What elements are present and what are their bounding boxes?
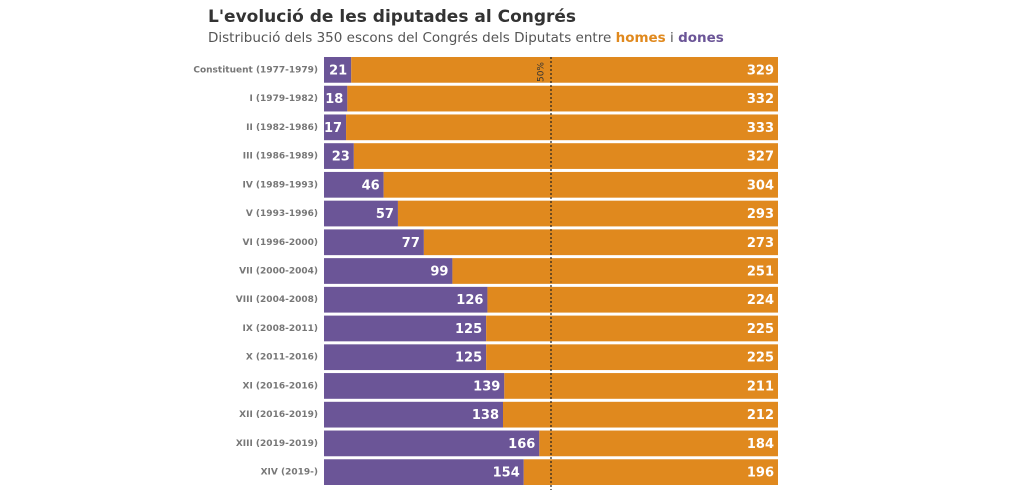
bar [324, 229, 424, 256]
bar [383, 171, 778, 198]
bar [397, 200, 778, 227]
bar [346, 114, 778, 141]
bar [353, 143, 778, 169]
y-tick-label: IV (1989-1993) [242, 180, 318, 190]
bar [486, 344, 778, 371]
value-label: 251 [747, 265, 774, 280]
bar [324, 430, 540, 457]
value-label: 99 [430, 265, 448, 280]
value-label: 166 [508, 437, 535, 452]
value-label: 224 [747, 293, 774, 308]
y-tick-label: X (2011-2016) [246, 353, 318, 363]
value-label: 23 [332, 150, 350, 165]
value-label: 17 [324, 121, 342, 136]
chart-title: L'evolució de les diputades al Congrés [208, 7, 576, 27]
bar [324, 85, 348, 112]
bar [324, 57, 352, 83]
value-label: 18 [325, 92, 343, 107]
value-label: 125 [455, 351, 482, 366]
bar [324, 373, 505, 399]
annotation: 50% [537, 62, 547, 82]
subtitle-connector: i [670, 30, 674, 46]
legend-entry: homes [616, 30, 666, 46]
bar [324, 114, 347, 141]
value-label: 333 [747, 121, 774, 136]
value-label: 21 [329, 63, 347, 78]
value-label: 225 [747, 351, 774, 366]
value-label: 46 [362, 178, 380, 193]
value-label: 304 [747, 178, 774, 193]
bar [487, 286, 778, 313]
bar [351, 57, 778, 83]
value-label: 329 [747, 63, 774, 78]
y-tick-label: III (1986-1989) [243, 152, 318, 162]
bar [324, 315, 487, 342]
value-label: 327 [747, 150, 774, 165]
chart-subtitle: Distribució dels 350 escons del Congrés … [208, 30, 724, 46]
y-tick-label: XI (2016-2016) [243, 381, 318, 391]
bar [324, 344, 487, 371]
value-label: 293 [747, 207, 774, 222]
bar [504, 373, 778, 399]
value-label: 212 [747, 408, 774, 423]
y-tick-label: VI (1996-2000) [242, 238, 318, 248]
value-label: 211 [747, 379, 774, 394]
bar [503, 401, 778, 428]
y-tick-label: XII (2016-2019) [239, 410, 318, 420]
y-tick-label: VIII (2004-2008) [236, 295, 318, 305]
value-label: 225 [747, 322, 774, 337]
y-tick-label: IX (2008-2011) [243, 324, 318, 334]
y-tick-label: XIII (2019-2019) [236, 439, 318, 449]
y-tick-label: I (1979-1982) [249, 94, 318, 104]
bar [324, 286, 488, 313]
value-label: 332 [747, 92, 774, 107]
bar [324, 200, 398, 227]
value-label: 57 [376, 207, 394, 222]
bar [324, 171, 384, 198]
value-label: 273 [747, 236, 774, 251]
value-label: 184 [747, 437, 774, 452]
y-tick-label: Constituent (1977-1979) [193, 65, 318, 75]
value-label: 154 [493, 466, 520, 481]
y-tick-label: XIV (2019-) [261, 468, 318, 478]
bar [324, 143, 354, 169]
y-tick-label: V (1993-1996) [246, 209, 318, 219]
bar [423, 229, 778, 256]
value-label: 126 [456, 293, 483, 308]
value-label: 125 [455, 322, 482, 337]
value-label: 139 [473, 379, 500, 394]
bar [324, 258, 453, 284]
bar [324, 459, 524, 485]
bar [347, 85, 778, 112]
bar [539, 430, 778, 457]
subtitle-text: Distribució dels 350 escons del Congrés … [208, 30, 611, 46]
bar [324, 401, 504, 428]
bar [452, 258, 778, 284]
legend-entry: dones [678, 30, 724, 46]
y-tick-label: VII (2000-2004) [239, 267, 318, 277]
value-label: 77 [402, 236, 420, 251]
bar [523, 459, 778, 485]
bar [486, 315, 778, 342]
value-label: 196 [747, 466, 774, 481]
y-tick-label: II (1982-1986) [246, 123, 318, 133]
value-label: 138 [472, 408, 499, 423]
